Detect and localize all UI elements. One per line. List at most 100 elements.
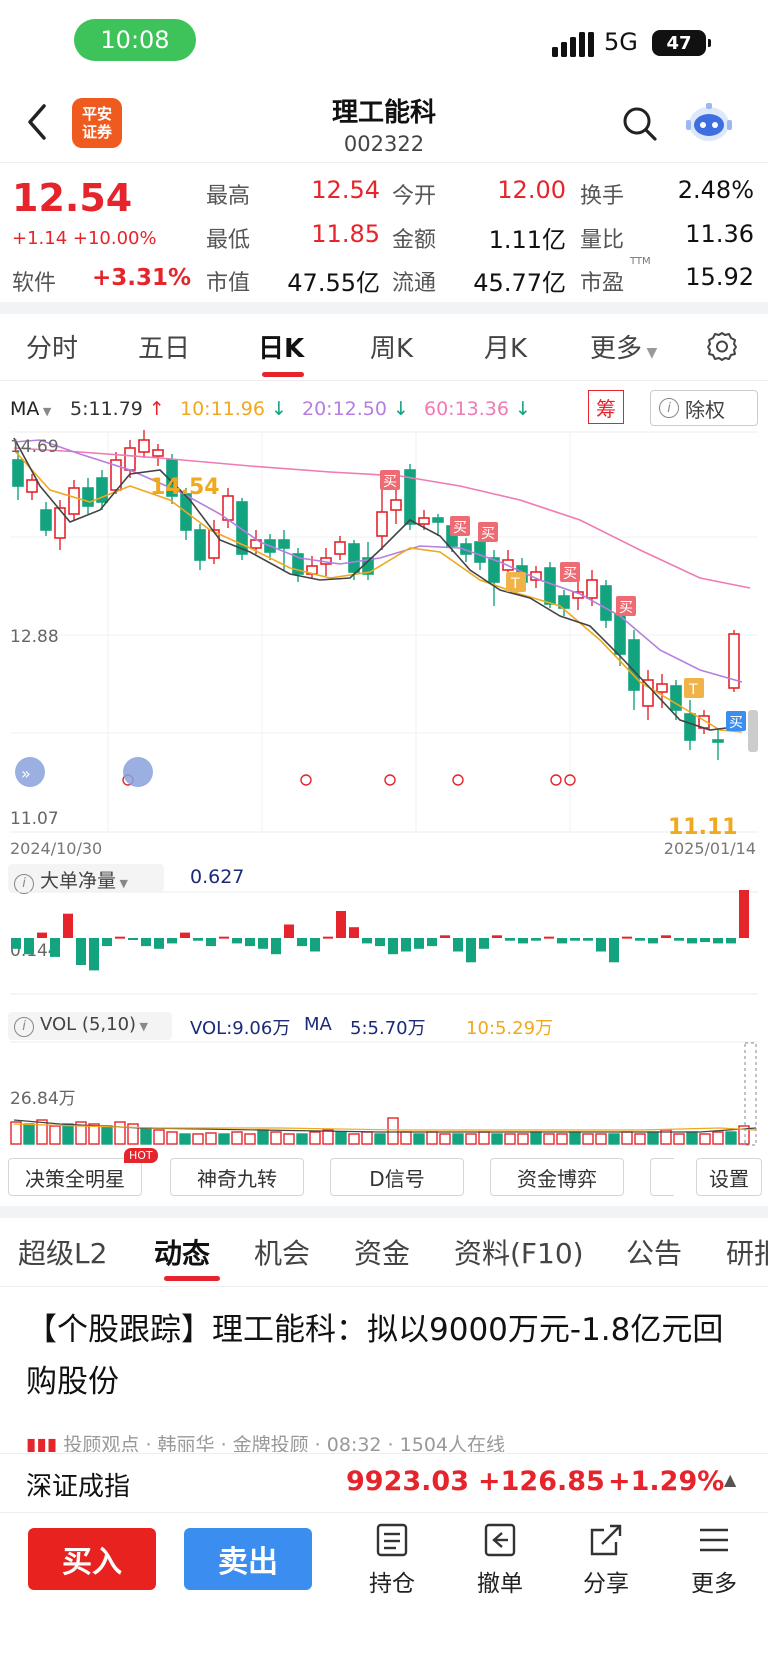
volume-chart: 26.84万 [10, 1041, 758, 1146]
cancel-order-icon [484, 1523, 516, 1557]
volume-axis: 26.84万 [10, 1089, 76, 1109]
tab-daily-k[interactable]: 日K [258, 334, 305, 364]
tab-intraday[interactable]: 分时 [26, 334, 79, 364]
indicator-settings[interactable]: 设置 [696, 1158, 762, 1196]
stock-name: 理工能科 [331, 98, 436, 128]
svg-text:买: 买 [563, 566, 577, 582]
pe-label: 市盈 [580, 271, 625, 296]
ma20-value: 20:12.50 ↓ [302, 398, 409, 420]
more-menu-icon [700, 1528, 728, 1552]
news-headline[interactable]: 【个股跟踪】理工能科：拟以9000万元-1.8亿元回购股份 [26, 1312, 724, 1400]
signal-icon [552, 32, 594, 57]
share-button[interactable]: 分享 [566, 1522, 646, 1598]
kline-chart[interactable]: 14.69 12.88 11.07 14.54 11.11 买 买 买 买 买 … [0, 430, 768, 860]
tab-funds[interactable]: 资金 [354, 1237, 411, 1270]
svg-text:买: 买 [383, 474, 397, 490]
tab-announcements[interactable]: 公告 [626, 1237, 683, 1270]
ai-assistant-icon[interactable] [684, 100, 734, 146]
index-ticker[interactable] [0, 1453, 768, 1513]
low-label: 最低 [206, 228, 251, 253]
tab-opportunity[interactable]: 机会 [254, 1237, 311, 1270]
low-value: 11.85 [311, 220, 380, 248]
svg-text:T: T [688, 682, 698, 698]
indicator-partial[interactable] [650, 1158, 674, 1196]
vol-ratio-value: 11.36 [685, 220, 754, 248]
tab-5day[interactable]: 五日 [138, 334, 191, 364]
indicator-decision-star[interactable]: 决策全明星 [8, 1158, 142, 1196]
end-date: 2025/01/14 [664, 839, 756, 858]
amount-label: 金额 [392, 228, 437, 253]
chip-distribution-button[interactable]: 筹 [588, 390, 624, 424]
ma5-value: 5:11.79 ↑ [70, 398, 165, 420]
scroll-left-icon [15, 757, 45, 787]
more-button[interactable]: 更多 [674, 1522, 754, 1598]
svg-text:买: 买 [619, 600, 633, 616]
current-signal-tag [726, 711, 746, 731]
event-markers [122, 774, 576, 786]
volume-value: VOL:9.06万 [190, 1018, 291, 1039]
svg-text:买: 买 [481, 526, 495, 542]
status-time: 10:08 [74, 19, 196, 61]
adjust-button[interactable]: i 除权 [650, 390, 758, 426]
bars-icon: ▮▮▮ [26, 1434, 64, 1452]
sector-label[interactable]: 软件 [12, 271, 57, 296]
ma-selector[interactable]: MA ▼ [10, 398, 52, 420]
svg-text:T: T [510, 576, 520, 592]
index-name[interactable]: 深证成指 [26, 1472, 131, 1502]
ma5-line [13, 437, 743, 731]
axis-label-mid: 12.88 [10, 627, 59, 647]
sector-change[interactable]: +3.31% [92, 265, 192, 291]
float-value: 45.77亿 [473, 269, 566, 297]
big-order-selector[interactable] [8, 864, 164, 892]
expand-up-icon[interactable]: ▲ [724, 1470, 737, 1489]
big-order-value: 0.627 [190, 866, 245, 888]
holdings-icon [376, 1523, 408, 1557]
cancel-order-button[interactable]: 撤单 [460, 1522, 540, 1598]
ma10-value: 10:11.96 ↓ [180, 398, 287, 420]
tab-weekly-k[interactable]: 周K [370, 334, 414, 364]
axis-label-top: 14.69 [10, 437, 59, 457]
tab-super-l2[interactable]: 超级L2 [18, 1237, 108, 1270]
info-icon: i [14, 1016, 34, 1037]
back-icon[interactable] [22, 102, 52, 142]
stock-code: 002322 [343, 132, 425, 156]
search-icon[interactable] [620, 104, 660, 144]
tab-research[interactable]: 研报 [726, 1237, 768, 1270]
t-tags: T T [506, 572, 704, 698]
indicator-magic-nine[interactable]: 神奇九转 [170, 1158, 304, 1196]
turnover-value: 2.48% [677, 176, 754, 204]
index-change: +126.85 [478, 1466, 605, 1497]
event-bubble-icon [123, 757, 153, 787]
vol-ratio-label: 量比 [580, 228, 625, 253]
max-price-label: 14.54 [150, 475, 220, 500]
tab-more[interactable]: 更多 ▼ [590, 334, 658, 364]
news-byline: ▮▮▮ 投顾观点 · 韩丽华 · 金牌投顾 · 08:32 · 1504人在线 [26, 1430, 505, 1452]
pe-ttm-sup: TTM [630, 256, 651, 267]
high-value: 12.54 [311, 176, 380, 204]
big-order-label[interactable]: i 大单净量 ▼ [14, 866, 128, 894]
sell-button[interactable]: 卖出 [184, 1528, 312, 1590]
indicator-fund-game[interactable]: 资金博弈 [490, 1158, 624, 1196]
volume-label[interactable]: i VOL (5,10) ▼ [14, 1014, 148, 1037]
turnover-label: 换手 [580, 184, 625, 209]
index-change-pct: +1.29% [608, 1466, 725, 1497]
last-price: 12.54 [12, 176, 133, 220]
double-arrow-icon: » [21, 764, 31, 783]
holdings-button[interactable]: 持仓 [352, 1522, 432, 1598]
mktcap-label: 市值 [206, 271, 251, 296]
volume-selector[interactable] [8, 1012, 172, 1040]
open-value: 12.00 [497, 176, 566, 204]
active-news-tab-indicator [164, 1276, 220, 1281]
tab-news[interactable]: 动态 [154, 1237, 211, 1270]
tab-monthly-k[interactable]: 月K [484, 334, 528, 364]
start-date: 2024/10/30 [10, 839, 102, 858]
tab-f10[interactable]: 资料(F10) [454, 1237, 584, 1270]
min-price-label: 11.11 [668, 815, 738, 840]
buy-button[interactable]: 买入 [28, 1528, 156, 1590]
open-label: 今开 [392, 184, 437, 209]
divider [0, 302, 768, 314]
active-tab-indicator [262, 372, 304, 377]
indicator-d-signal[interactable]: D信号 [330, 1158, 464, 1196]
settings-gear-icon[interactable] [706, 330, 738, 362]
ma60-line [13, 447, 751, 589]
